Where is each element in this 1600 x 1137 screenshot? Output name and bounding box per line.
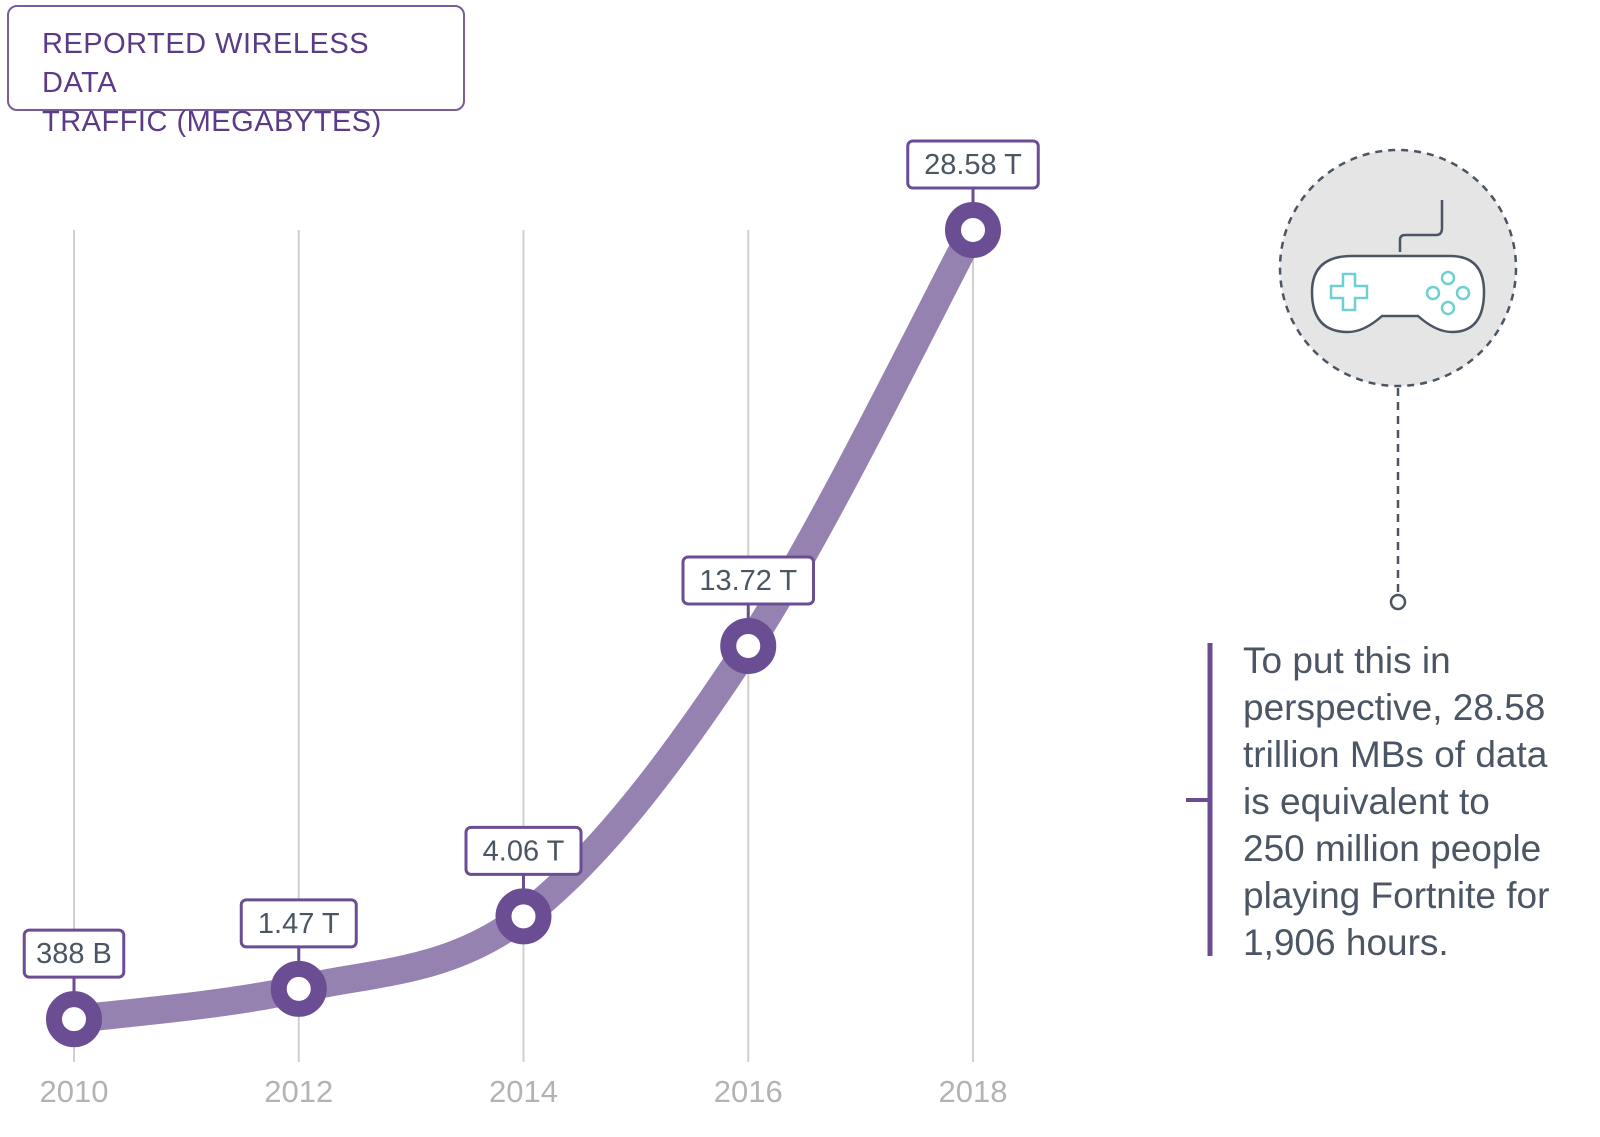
- perspective-note: To put this in perspective, 28.58 trilli…: [1243, 637, 1583, 966]
- data-point-2014: [495, 888, 552, 945]
- chart-title-line-1: REPORTED WIRELESS DATA: [42, 28, 370, 99]
- callout-end-dot: [1389, 593, 1407, 611]
- data-point-2016: [720, 617, 777, 674]
- data-label-box: [22, 928, 126, 979]
- note-line: perspective, 28.58: [1243, 687, 1546, 728]
- chart-title-line-2: TRAFFIC (MEGABYTES): [42, 106, 382, 138]
- data-point-2018: [945, 202, 1001, 258]
- data-label-text: 13.72 T: [699, 565, 797, 597]
- x-tick-label: 2012: [264, 1074, 333, 1109]
- data-label-text: 28.58 T: [924, 149, 1022, 181]
- note-line: is equivalent to: [1243, 781, 1490, 822]
- data-label-text: 4.06 T: [483, 835, 565, 867]
- data-label-box: [239, 898, 358, 949]
- note-line: 250 million people: [1243, 828, 1542, 869]
- note-line: trillion MBs of data: [1243, 734, 1548, 775]
- data-label-box: [906, 139, 1040, 190]
- x-tick-label: 2014: [489, 1074, 558, 1109]
- note-line: 1,906 hours.: [1243, 922, 1449, 963]
- note-line: To put this in: [1243, 640, 1451, 681]
- game-controller-icon: [1278, 148, 1518, 388]
- data-label-text: 388 B: [36, 938, 112, 970]
- x-tick-label: 2016: [714, 1074, 783, 1109]
- x-tick-label: 2018: [939, 1074, 1008, 1109]
- x-tick-label: 2010: [40, 1074, 109, 1109]
- note-line: playing Fortnite for: [1243, 875, 1550, 916]
- series-line: [60, 216, 987, 1034]
- chart-title-box: REPORTED WIRELESS DATA TRAFFIC (MEGABYTE…: [7, 5, 465, 138]
- data-label-box: [464, 825, 583, 876]
- data-label-box: [681, 555, 815, 606]
- dpad-icon: [1329, 272, 1369, 312]
- data-point-2010: [46, 991, 102, 1048]
- data-point-2012: [270, 960, 327, 1017]
- data-label-text: 1.47 T: [258, 908, 340, 940]
